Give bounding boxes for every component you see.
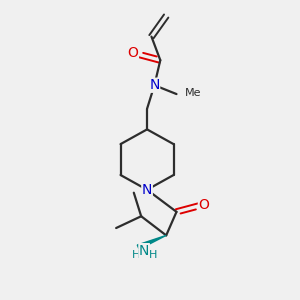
Text: N: N	[139, 244, 149, 258]
Text: N: N	[149, 78, 160, 92]
Text: H: H	[149, 250, 158, 260]
Text: O: O	[198, 198, 209, 212]
Text: O: O	[128, 46, 138, 60]
Text: N: N	[142, 183, 152, 197]
Text: H: H	[132, 250, 140, 260]
Polygon shape	[137, 236, 166, 249]
Text: Me: Me	[185, 88, 201, 98]
